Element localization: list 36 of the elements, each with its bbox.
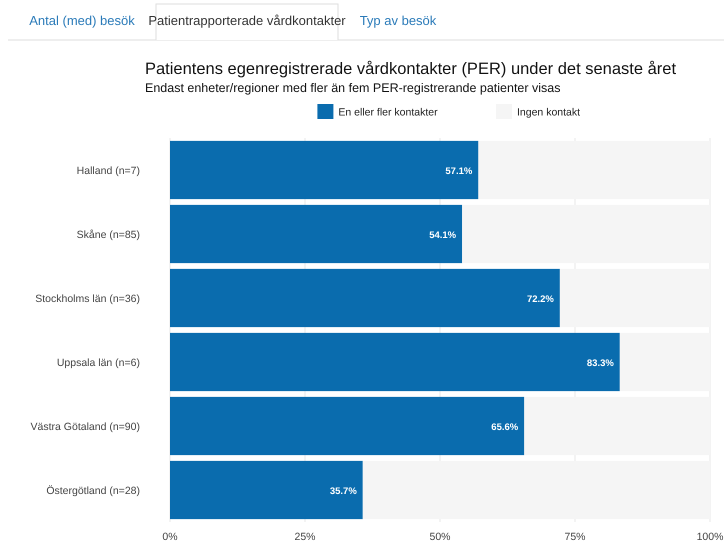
bar	[170, 396, 524, 456]
bar	[170, 140, 478, 200]
bar	[620, 332, 710, 392]
bar	[362, 460, 710, 520]
text: Typ av besök	[360, 13, 437, 28]
y-tick-label: Halland (n=7)	[76, 165, 140, 177]
y-tick-label: Västra Götaland (n=90)	[30, 421, 140, 433]
x-tick-label: 25%	[294, 531, 316, 543]
chart-subtitle: Endast enheter/regioner med fler än fem PER-registrerande patienter visas	[145, 81, 560, 95]
bar	[170, 460, 363, 520]
legend-label: En eller fler kontakter	[338, 106, 438, 118]
data-label: 65.6%	[491, 422, 519, 433]
text: Antal (med) besök	[29, 13, 136, 28]
x-tick-label: 75%	[564, 531, 586, 543]
bar	[170, 332, 620, 392]
data-label: 35.7%	[330, 486, 358, 497]
bar	[462, 204, 710, 264]
bar	[560, 268, 710, 328]
y-tick-label: Skåne (n=85)	[76, 229, 140, 241]
x-tick-label: 50%	[429, 531, 451, 543]
bar	[478, 140, 710, 200]
data-label: 83.3%	[586, 358, 614, 369]
x-tick-label: 100%	[696, 531, 724, 543]
text: Patientrapporterade vårdkontakter	[148, 13, 346, 28]
y-tick-label: Östergötland (n=28)	[46, 485, 140, 497]
legend-label: Ingen kontakt	[517, 106, 580, 118]
chart-title: Patientens egenregistrerade vårdkontakter (PER) under det senaste året	[145, 60, 676, 78]
y-tick-label: Uppsala län (n=6)	[56, 357, 140, 369]
data-label: 57.1%	[445, 166, 473, 177]
bar	[170, 268, 560, 328]
x-tick-label: 0%	[162, 531, 178, 543]
data-label: 54.1%	[429, 230, 457, 241]
bar	[524, 396, 710, 456]
bar	[170, 204, 462, 264]
y-tick-label: Stockholms län (n=36)	[35, 293, 140, 305]
data-label: 72.2%	[526, 294, 554, 305]
